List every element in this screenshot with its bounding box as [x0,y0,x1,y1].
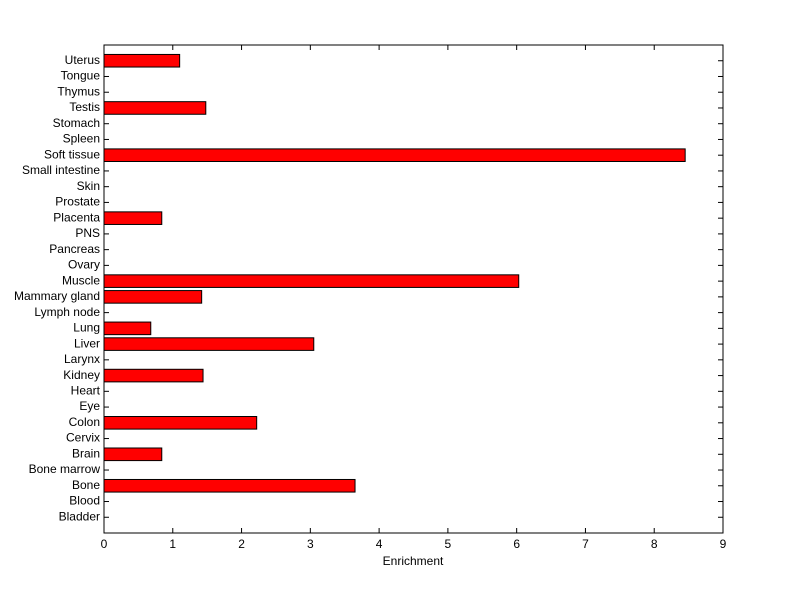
bar [103,447,163,462]
y-tick-label: Soft tissue [44,147,100,161]
y-tick-label: Eye [79,399,100,413]
x-tick-label: 8 [651,537,658,551]
y-tick-label: Ovary [68,258,100,272]
y-tick-label: Pancreas [49,242,100,256]
y-tick-label: Uterus [65,53,100,67]
x-tick-label: 4 [376,537,383,551]
y-tick-label: Mammary gland [14,289,100,303]
bar [103,321,152,336]
bar [103,101,207,115]
bar [103,368,204,383]
plot-area [104,45,723,533]
y-tick-label: Heart [71,383,101,397]
y-tick-label: Placenta [53,210,100,224]
x-tick-label: 1 [169,537,176,551]
y-tick-label: Muscle [62,273,100,287]
y-tick-label: Testis [69,100,100,114]
y-tick-label: Cervix [66,431,100,445]
y-tick-label: Larynx [64,352,100,366]
x-tick-label: 6 [513,537,520,551]
x-tick-label: 0 [101,537,108,551]
x-tick-label: 2 [238,537,245,551]
bar [103,478,356,493]
y-tick-label: Kidney [63,368,100,382]
y-tick-label: Liver [74,336,100,350]
y-tick-label: Bone marrow [29,462,101,476]
x-tick-label: 9 [720,537,727,551]
x-tick-label: 5 [445,537,452,551]
y-tick-label: Lung [73,321,100,335]
y-tick-label: Lymph node [34,305,100,319]
bar [103,290,203,304]
y-tick-label: PNS [75,226,100,240]
y-tick-label: Blood [69,494,100,508]
y-tick-label: Skin [77,179,100,193]
y-tick-label: Thymus [57,84,100,98]
y-tick-label: Spleen [63,132,100,146]
y-tick-label: Small intestine [22,163,100,177]
y-tick-label: Brain [72,446,100,460]
plot-frame [103,44,724,534]
y-tick-label: Stomach [53,116,100,130]
bar [103,337,315,351]
y-tick-label: Colon [69,415,100,429]
y-tick-label: Tongue [61,69,101,83]
x-axis-label: Enrichment [383,554,444,568]
y-tick-label: Bladder [59,509,100,523]
y-tick-label: Bone [72,478,100,492]
bar [103,416,258,430]
y-tick-label: Prostate [55,195,100,209]
bar [103,53,181,68]
x-tick-label: 3 [307,537,314,551]
bar [103,274,520,288]
bar [103,148,686,162]
x-tick-label: 7 [582,537,589,551]
bar [103,211,163,225]
